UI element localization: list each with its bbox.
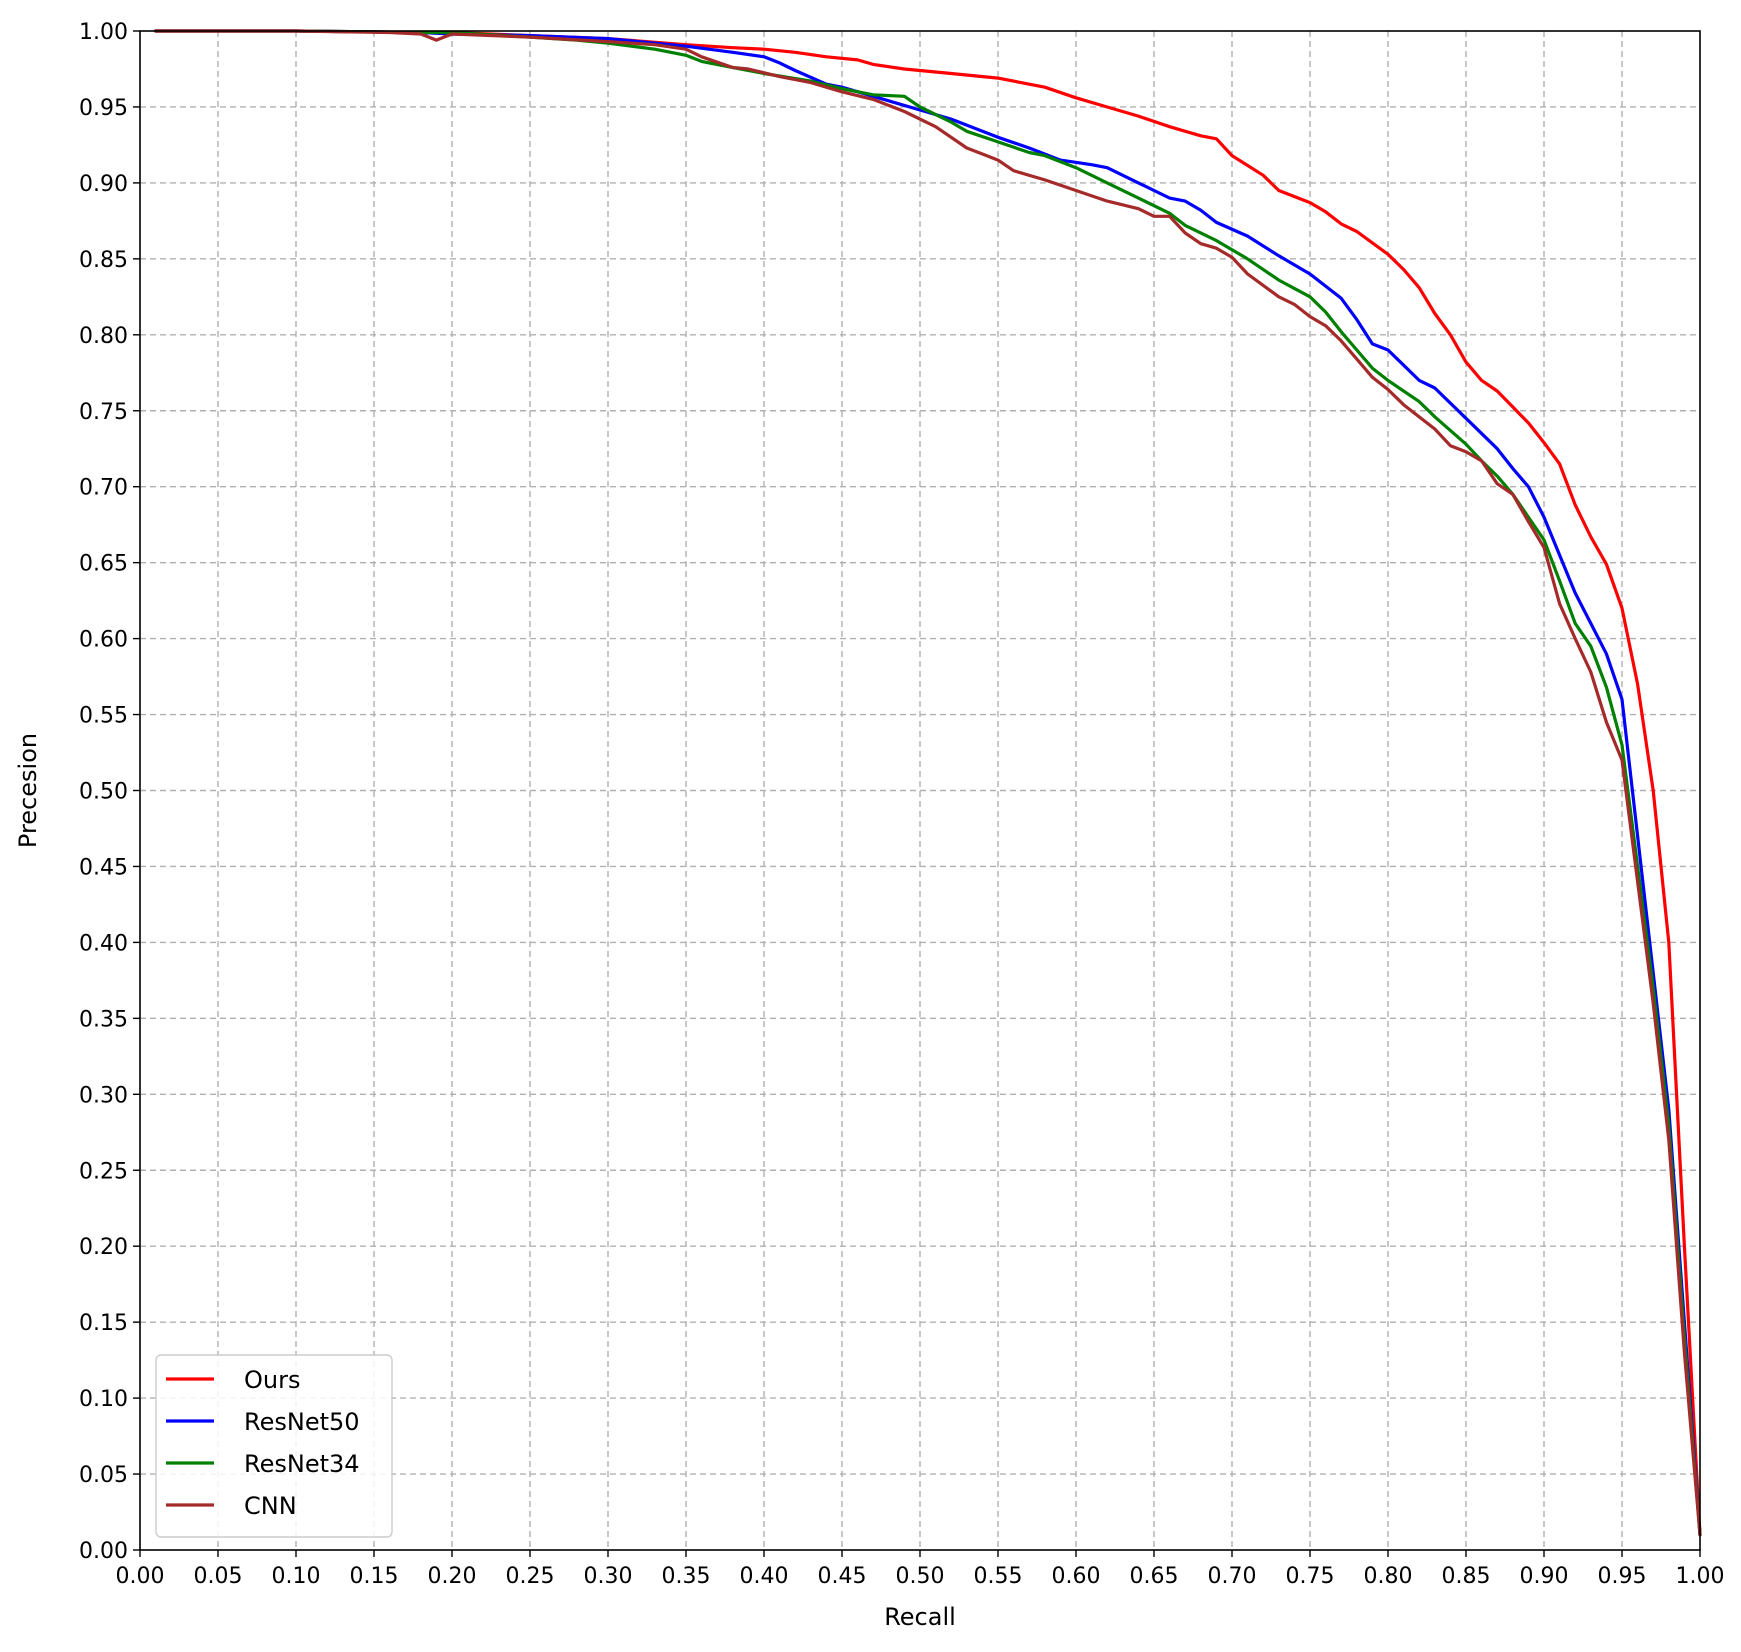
x-tick-label: 0.95 (1598, 1564, 1647, 1589)
y-tick-label: 0.95 (79, 96, 128, 121)
x-tick-label: 0.30 (584, 1564, 633, 1589)
x-tick-label: 0.00 (116, 1564, 165, 1589)
y-tick-label: 0.45 (79, 855, 128, 880)
y-axis-ticks: 0.00 0.05 0.10 0.15 0.20 0.25 0.30 0.35 0.40 0.45… (79, 20, 140, 1564)
series-line-ours (154, 29, 1702, 1537)
y-tick-label: 0.10 (79, 1387, 128, 1412)
y-tick-label: 0.15 (79, 1311, 128, 1336)
y-tick-label: 0.80 (79, 324, 128, 349)
y-tick-label: 0.70 (79, 476, 128, 501)
y-tick-label: 0.90 (79, 172, 128, 197)
x-tick-label: 0.15 (350, 1564, 399, 1589)
y-tick-label: 0.35 (79, 1007, 128, 1032)
y-tick-label: 0.55 (79, 704, 128, 729)
y-axis-label: Precesion (14, 733, 42, 848)
x-tick-label: 0.20 (428, 1564, 477, 1589)
x-tick-label: 0.05 (194, 1564, 243, 1589)
y-tick-label: 1.00 (79, 20, 128, 45)
legend-box (155, 1354, 393, 1538)
x-tick-label: 0.70 (1208, 1564, 1257, 1589)
grid (140, 31, 1700, 1550)
x-axis-ticks: 0.00 0.05 0.10 0.15 0.20 0.25 0.30 0.35 0.40 0.45… (116, 1550, 1725, 1589)
x-tick-label: 0.25 (506, 1564, 555, 1589)
x-tick-label: 0.65 (1130, 1564, 1179, 1589)
legend-label: CNN (244, 1492, 297, 1520)
x-tick-label: 0.75 (1286, 1564, 1335, 1589)
legend-label: ResNet34 (244, 1450, 360, 1478)
x-tick-label: 0.55 (974, 1564, 1023, 1589)
y-tick-label: 0.85 (79, 248, 128, 273)
series-line-resnet34 (154, 29, 1702, 1537)
series-lines (154, 29, 1702, 1537)
series-line-cnn (154, 29, 1702, 1537)
legend: Ours ResNet50 ResNet34 CNN (155, 1354, 393, 1538)
x-tick-label: 0.35 (662, 1564, 711, 1589)
y-tick-label: 0.75 (79, 400, 128, 425)
y-tick-label: 0.40 (79, 931, 128, 956)
x-axis-label: Recall (884, 1603, 956, 1631)
x-tick-label: 0.45 (818, 1564, 867, 1589)
x-tick-label: 1.00 (1676, 1564, 1725, 1589)
x-tick-label: 0.40 (740, 1564, 789, 1589)
y-tick-label: 0.05 (79, 1463, 128, 1488)
y-tick-label: 0.30 (79, 1083, 128, 1108)
y-tick-label: 0.00 (79, 1539, 128, 1564)
y-tick-label: 0.20 (79, 1235, 128, 1260)
x-tick-label: 0.85 (1442, 1564, 1491, 1589)
legend-label: Ours (244, 1366, 300, 1394)
x-tick-label: 0.60 (1052, 1564, 1101, 1589)
x-tick-label: 0.50 (896, 1564, 945, 1589)
y-tick-label: 0.65 (79, 552, 128, 577)
y-tick-label: 0.60 (79, 628, 128, 653)
x-tick-label: 0.10 (272, 1564, 321, 1589)
y-tick-label: 0.25 (79, 1159, 128, 1184)
x-tick-label: 0.80 (1364, 1564, 1413, 1589)
series-line-resnet50 (154, 29, 1702, 1537)
y-tick-label: 0.50 (79, 780, 128, 805)
legend-label: ResNet50 (244, 1408, 360, 1436)
x-tick-label: 0.90 (1520, 1564, 1569, 1589)
